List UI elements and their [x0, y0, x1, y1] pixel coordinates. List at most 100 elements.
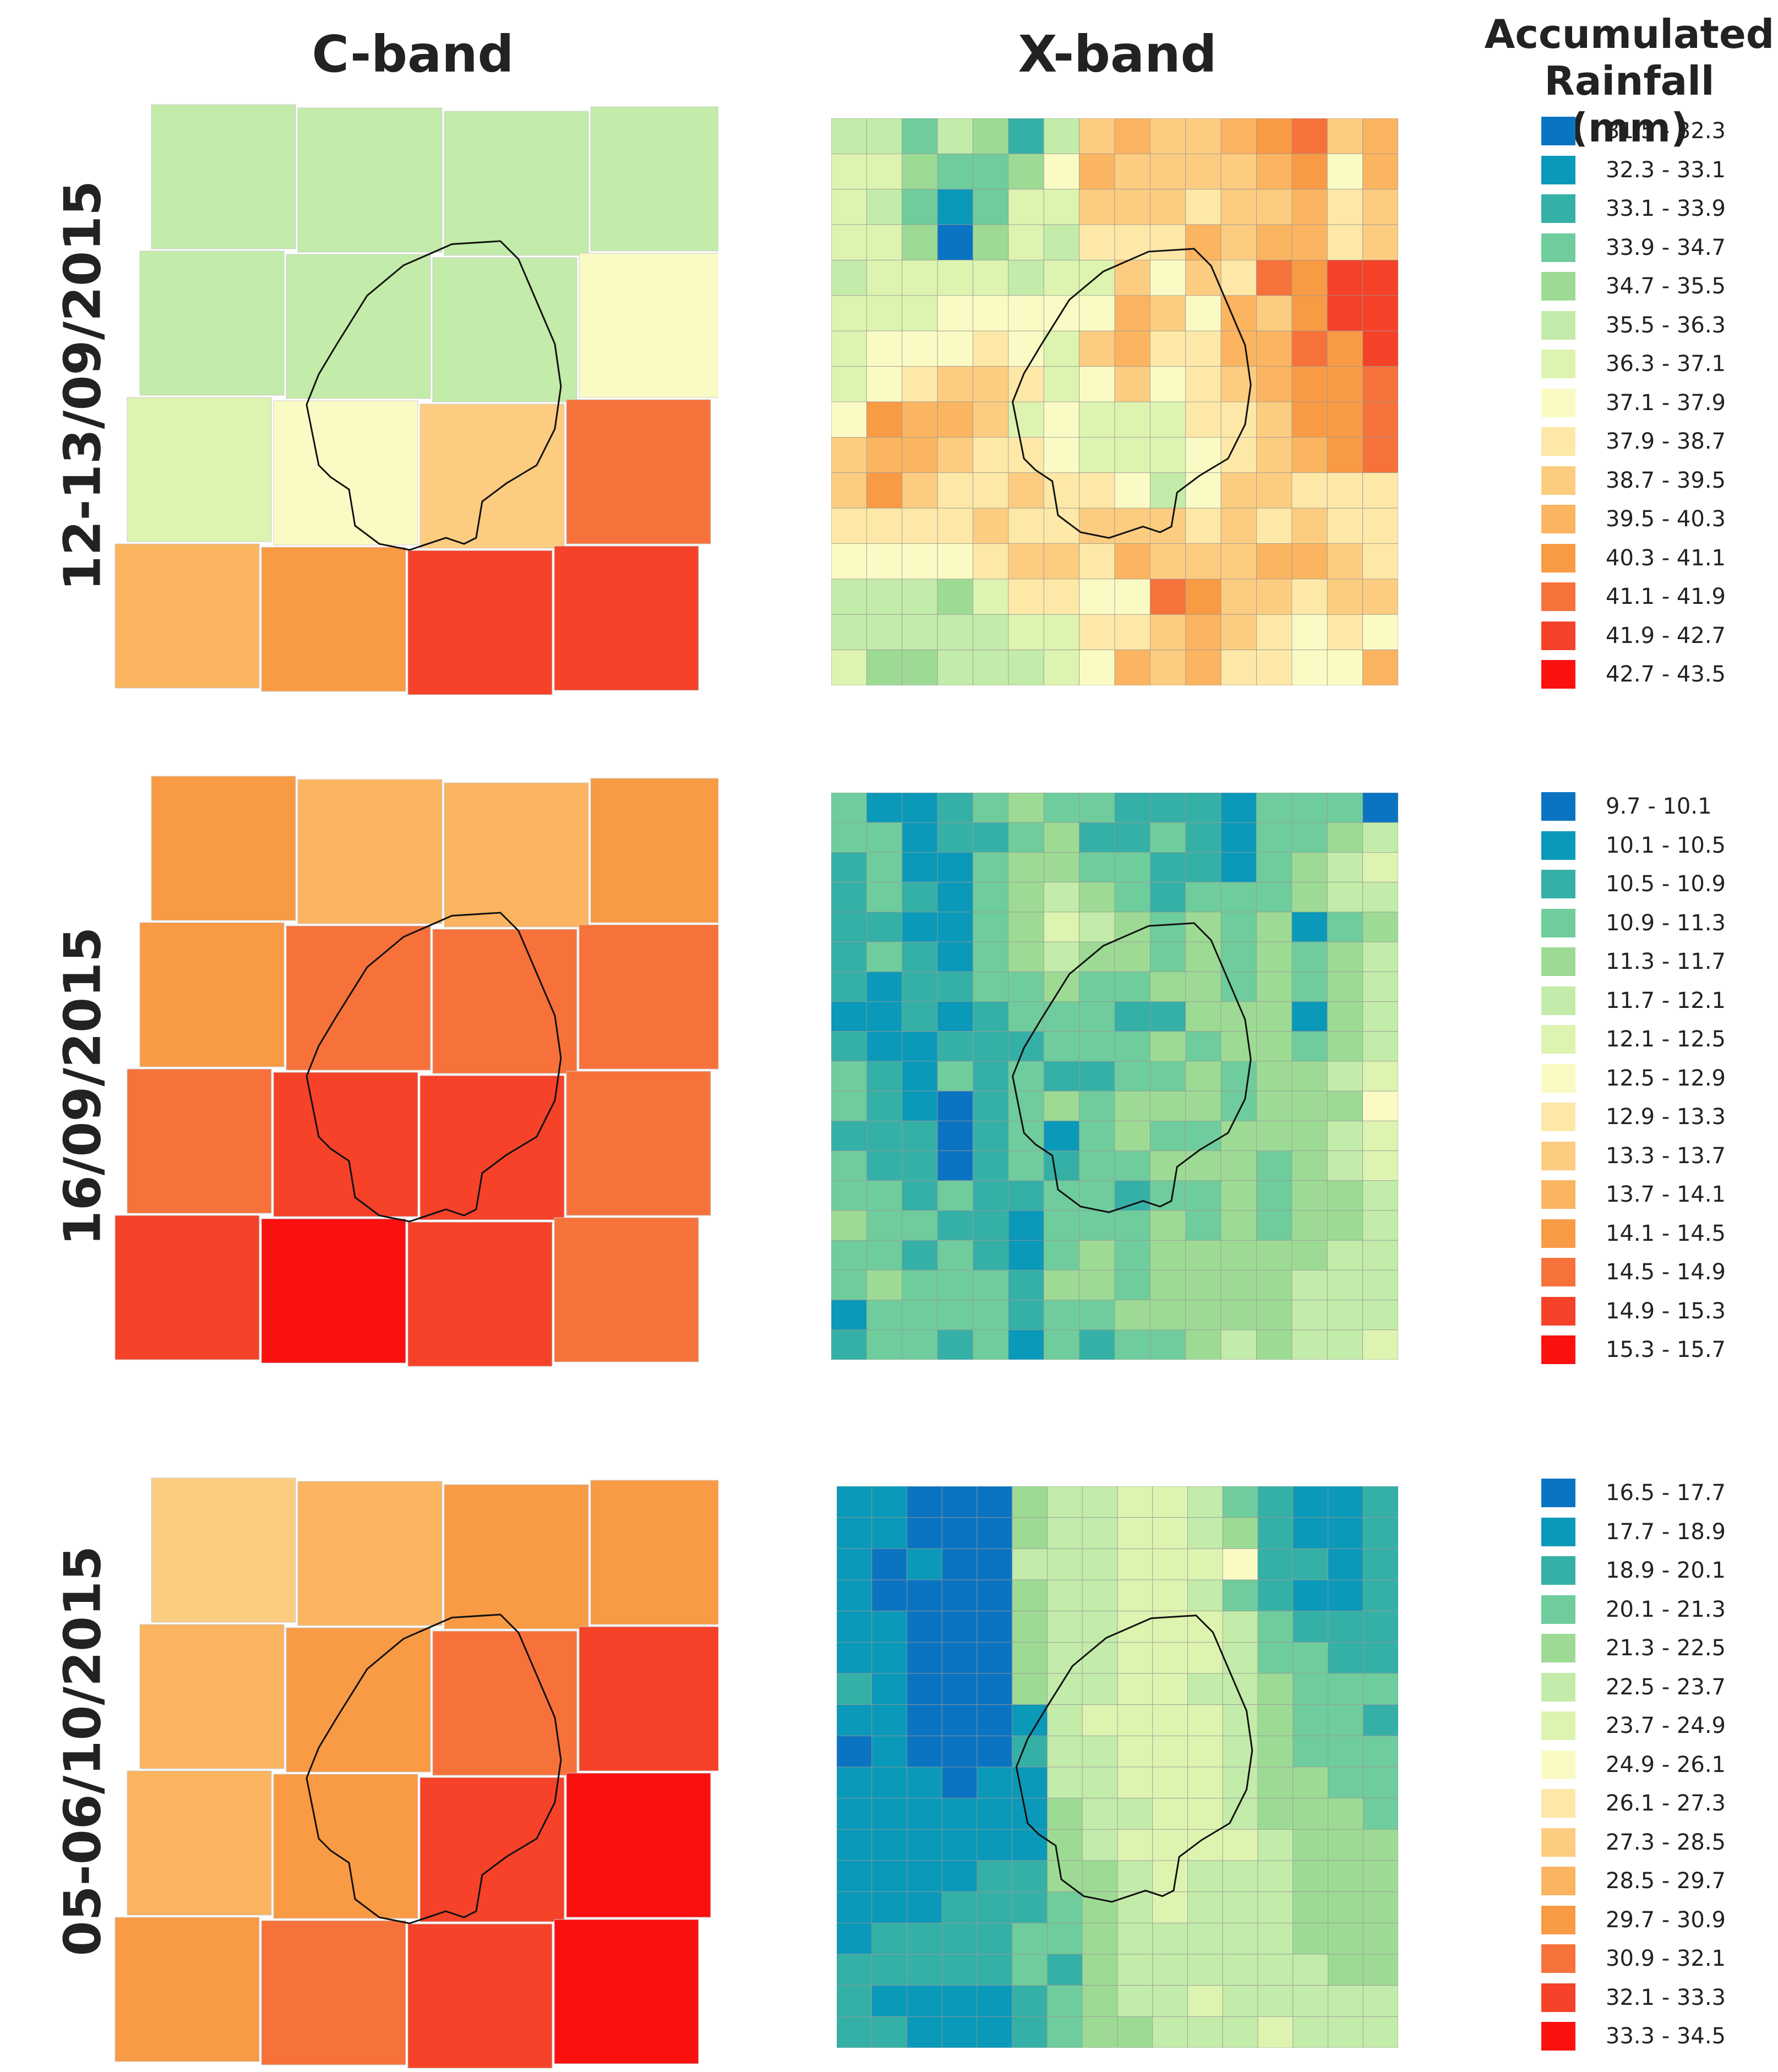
x-band-pixel: [1256, 1300, 1292, 1331]
x-band-pixel: [1327, 852, 1364, 883]
c-band-pixel: [127, 397, 272, 542]
x-band-pixel: [1362, 1922, 1398, 1955]
c-band-pixel: [151, 1477, 296, 1623]
x-band-pixel: [1220, 1300, 1257, 1331]
x-band-pixel: [831, 1300, 867, 1331]
x-band-pixel: [1012, 1486, 1048, 1518]
legend-entry: 29.7 - 30.9: [1541, 1901, 1726, 1940]
x-band-pixel: [1008, 1001, 1044, 1032]
x-band-pixel: [866, 260, 903, 296]
c-band-pixel: [432, 929, 577, 1074]
x-band-pixel: [1187, 1673, 1223, 1705]
x-band-pixel: [1327, 1210, 1364, 1241]
legend-label: 12.9 - 13.3: [1606, 1104, 1726, 1130]
x-band-pixel: [1292, 1611, 1328, 1643]
x-band-pixel: [1047, 1922, 1083, 1955]
x-band-pixel: [1222, 1517, 1258, 1549]
x-band-pixel: [1079, 1329, 1115, 1360]
x-band-pixel: [1008, 793, 1044, 823]
x-band-pixel: [1256, 852, 1292, 883]
x-band-pixel: [1008, 1090, 1044, 1121]
legend-entry: 30.9 - 32.1: [1541, 1939, 1726, 1978]
x-band-pixel: [871, 1954, 907, 1986]
x-band-pixel: [1327, 189, 1364, 225]
x-band-pixel: [1327, 1120, 1364, 1151]
x-band-pixel: [1008, 153, 1044, 190]
c-band-pixel: [261, 1218, 406, 1364]
legend-entry: 41.9 - 42.7: [1541, 617, 1726, 656]
x-band-pixel: [1362, 1673, 1398, 1705]
x-band-pixel: [1327, 941, 1364, 972]
x-band-pixel: [1043, 543, 1080, 580]
x-band-pixel: [831, 224, 867, 260]
x-band-pixel: [1047, 1954, 1083, 1986]
x-band-pixel: [1043, 793, 1080, 823]
x-band-pixel: [902, 912, 938, 942]
x-band-pixel: [831, 614, 867, 651]
legend-entry: 18.9 - 20.1: [1541, 1551, 1726, 1590]
x-band-pixel: [1149, 1180, 1186, 1211]
x-band-pixel: [1362, 912, 1398, 942]
legend-entry: 11.7 - 12.1: [1541, 982, 1726, 1021]
x-band-pixel: [1362, 1579, 1398, 1612]
c-band-map: [114, 776, 718, 1367]
x-band-pixel: [937, 189, 973, 225]
x-band-pixel: [1008, 912, 1044, 942]
legend-entry: 32.1 - 33.3: [1541, 1978, 1726, 2018]
x-band-pixel: [1185, 1001, 1221, 1032]
x-band-pixel: [902, 224, 938, 260]
x-band-pixel: [1256, 260, 1292, 296]
x-band-pixel: [1362, 852, 1398, 883]
x-band-pixel: [1222, 1829, 1258, 1861]
x-band-pixel: [973, 822, 1009, 853]
x-band-pixel: [1362, 295, 1398, 331]
x-band-pixel: [1012, 1517, 1048, 1549]
x-band-pixel: [1362, 1704, 1398, 1736]
x-band-pixel: [1043, 1090, 1080, 1121]
x-band-pixel: [1220, 508, 1257, 544]
x-band-pixel: [1185, 614, 1221, 651]
x-band-pixel: [866, 614, 903, 651]
x-band-pixel: [937, 153, 973, 190]
x-band-pixel: [1256, 153, 1292, 190]
x-band-pixel: [866, 852, 903, 883]
x-band-pixel: [1012, 1642, 1048, 1674]
x-band-pixel: [977, 1766, 1013, 1799]
x-band-pixel: [1362, 822, 1398, 853]
x-band-pixel: [831, 401, 867, 438]
x-band-pixel: [1328, 1922, 1364, 1955]
x-band-pixel: [1187, 1704, 1223, 1736]
catchment-boundary: [1012, 922, 1252, 1213]
x-band-pixel: [1291, 1061, 1328, 1092]
x-band-pixel: [1012, 1548, 1048, 1580]
legend-entry: 10.9 - 11.3: [1541, 904, 1726, 943]
x-band-pixel: [1114, 543, 1150, 580]
x-band-pixel: [1256, 401, 1292, 438]
x-band-pixel: [1082, 1673, 1118, 1705]
x-band-pixel: [1327, 330, 1364, 367]
x-band-pixel: [1082, 1704, 1118, 1736]
x-band-pixel: [1114, 650, 1150, 685]
c-band-pixel: [566, 1773, 711, 1918]
x-band-pixel: [1327, 366, 1364, 402]
x-band-pixel: [907, 1486, 942, 1518]
x-band-pixel: [1291, 1031, 1328, 1062]
x-band-pixel: [1185, 579, 1221, 615]
x-band-pixel: [973, 1150, 1009, 1181]
x-band-pixel: [1008, 822, 1044, 853]
x-band-pixel: [1328, 1704, 1364, 1736]
x-band-pixel: [1328, 1954, 1364, 1986]
c-band-pixel: [554, 1919, 699, 2064]
x-band-pixel: [937, 1120, 973, 1151]
x-band-pixel: [973, 1300, 1009, 1331]
x-band-pixel: [1079, 1300, 1115, 1331]
x-band-pixel: [866, 118, 903, 154]
x-band-pixel: [837, 1891, 872, 1923]
x-band-pixel: [1079, 1180, 1115, 1211]
x-band-pixel: [902, 437, 938, 473]
legend-entry: 21.3 - 22.5: [1541, 1629, 1726, 1668]
x-band-pixel: [941, 1673, 978, 1705]
x-band-pixel: [937, 1031, 973, 1062]
x-band-pixel: [977, 1704, 1013, 1736]
x-band-pixel: [1256, 1210, 1292, 1241]
